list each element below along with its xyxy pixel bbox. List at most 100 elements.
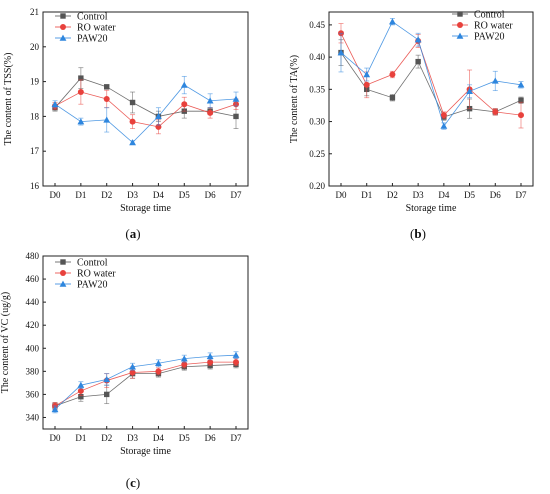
y-tick-label: 16 xyxy=(30,181,40,191)
plot-frame xyxy=(42,11,249,187)
data-point xyxy=(440,122,448,129)
data-point xyxy=(155,113,162,120)
series-line xyxy=(54,364,237,407)
data-point xyxy=(233,359,239,366)
data-point xyxy=(51,100,59,107)
x-tick-label: D3 xyxy=(413,190,424,200)
legend-marker xyxy=(60,13,66,19)
data-point xyxy=(78,394,84,400)
legend-marker xyxy=(457,22,463,28)
x-axis-label: Storage time xyxy=(406,203,457,214)
panel-label: (b) xyxy=(410,226,426,241)
x-tick-label: D4 xyxy=(153,433,164,443)
legend-label: Control xyxy=(474,10,505,21)
legend-label: Control xyxy=(77,258,108,269)
x-tick-label: D0 xyxy=(50,433,61,443)
data-point xyxy=(180,81,188,88)
legend-label: PAW20 xyxy=(77,280,108,291)
y-tick-label: 360 xyxy=(26,389,40,399)
x-tick-label: D4 xyxy=(438,190,449,200)
data-point xyxy=(155,368,162,375)
data-point xyxy=(104,84,110,90)
x-tick-label: D2 xyxy=(101,433,112,443)
panel-label: (a) xyxy=(125,226,140,241)
legend-marker xyxy=(59,280,67,287)
y-tick-label: 0.30 xyxy=(309,117,325,127)
legend-label: PAW20 xyxy=(474,32,505,43)
y-tick-label: 0.20 xyxy=(309,181,325,191)
data-point xyxy=(232,351,240,358)
data-point xyxy=(77,89,84,96)
x-tick-label: D2 xyxy=(101,190,112,200)
y-tick-label: 19 xyxy=(30,77,40,87)
data-point xyxy=(181,361,188,368)
data-point xyxy=(206,97,214,104)
data-point xyxy=(363,71,371,78)
chart-panel-b: 0.20 0.25 0.30 0.35 0.40 0.45 D0 D1 D2 D3 D4 D5 D6 D7… xyxy=(289,10,534,241)
data-point xyxy=(129,139,136,146)
y-axis-label: The content of TA(%) xyxy=(289,55,300,143)
data-point xyxy=(180,355,188,362)
data-point xyxy=(518,112,524,119)
y-tick-label: 0.45 xyxy=(309,20,325,30)
data-point xyxy=(103,96,110,102)
x-tick-label: D0 xyxy=(50,190,61,200)
y-tick-label: 17 xyxy=(30,146,40,156)
data-point xyxy=(207,359,214,366)
x-tick-label: D7 xyxy=(231,433,242,443)
x-tick-label: D6 xyxy=(490,190,501,200)
x-tick-label: D5 xyxy=(464,190,475,200)
data-point xyxy=(207,109,214,116)
data-point xyxy=(104,391,110,398)
data-point xyxy=(51,405,59,413)
data-point xyxy=(337,49,345,56)
y-tick-label: 21 xyxy=(30,7,39,17)
data-point xyxy=(491,77,499,84)
plot-frame xyxy=(42,255,249,430)
data-point xyxy=(78,75,84,81)
data-point xyxy=(206,352,214,360)
x-tick-label: D1 xyxy=(361,190,372,200)
y-tick-label: 440 xyxy=(26,297,40,307)
y-axis-label: The content of TSS(%) xyxy=(3,53,14,146)
legend-label: Control xyxy=(77,12,108,23)
data-point xyxy=(363,81,370,88)
data-point xyxy=(440,112,447,119)
x-tick-label: D7 xyxy=(516,190,527,200)
x-tick-label: D5 xyxy=(179,190,190,200)
data-point xyxy=(389,71,396,78)
data-point xyxy=(129,363,136,370)
y-tick-label: 460 xyxy=(26,274,40,284)
y-tick-label: 0.35 xyxy=(309,84,325,94)
y-tick-label: 0.40 xyxy=(309,52,325,62)
legend-marker xyxy=(457,11,463,17)
x-tick-label: D3 xyxy=(127,190,138,200)
series-line xyxy=(340,33,522,116)
x-tick-label: D1 xyxy=(75,190,86,200)
x-tick-label: D2 xyxy=(387,190,398,200)
data-point xyxy=(77,387,84,394)
data-point xyxy=(415,58,421,65)
data-point xyxy=(181,101,188,108)
x-tick-label: D1 xyxy=(75,433,86,443)
legend-marker xyxy=(60,24,66,30)
legend-label: RO water xyxy=(77,23,116,34)
x-axis-label: Storage time xyxy=(120,203,171,214)
data-point xyxy=(466,87,473,94)
y-tick-label: 20 xyxy=(30,42,40,52)
data-point xyxy=(155,359,162,366)
x-tick-label: D7 xyxy=(231,190,242,200)
series-line xyxy=(54,361,236,407)
chart-panel-c: 340 360 380 400 420 440 460 480 D0 D1 D2 D3 D4 D5 D6 D7… xyxy=(0,251,249,490)
panel-label: (c) xyxy=(126,475,140,490)
legend-marker xyxy=(59,34,67,41)
data-point xyxy=(389,18,396,25)
y-axis-label: The content of VC (ug/g) xyxy=(0,292,11,393)
data-point xyxy=(232,95,240,102)
data-point xyxy=(492,108,499,115)
legend-label: RO water xyxy=(474,21,513,32)
x-tick-label: D6 xyxy=(205,190,216,200)
y-tick-label: 480 xyxy=(26,251,40,261)
data-point xyxy=(103,116,111,123)
